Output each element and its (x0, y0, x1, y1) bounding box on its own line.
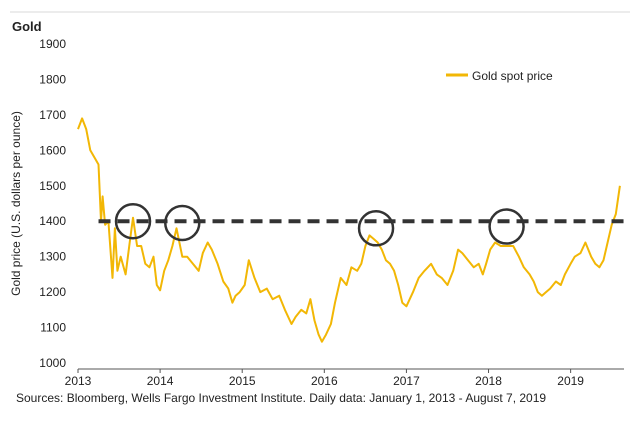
y-tick-label: 1300 (39, 250, 66, 264)
y-tick-label: 1400 (39, 214, 66, 228)
legend-label: Gold spot price (472, 69, 553, 83)
y-tick-label: 1700 (39, 108, 66, 122)
x-tick-label: 2015 (229, 374, 256, 388)
y-tick-label: 1800 (39, 72, 66, 86)
annotation-circle (357, 210, 395, 247)
source-footnote: Sources: Bloomberg, Wells Fargo Investme… (16, 391, 546, 405)
x-tick-label: 2013 (65, 374, 92, 388)
x-tick-label: 2017 (393, 374, 420, 388)
x-tick-labels: 2013 2014 2015 2016 2017 2018 2019 (65, 369, 584, 388)
x-tick-label: 2014 (147, 374, 174, 388)
y-tick-label: 1000 (39, 356, 66, 370)
y-tick-label: 1900 (39, 37, 66, 51)
annotation-circles (114, 202, 525, 247)
x-tick-label: 2019 (557, 374, 584, 388)
y-tick-label: 1500 (39, 179, 66, 193)
annotation-circle (488, 208, 525, 245)
x-tick-label: 2016 (311, 374, 338, 388)
y-tick-label: 1200 (39, 285, 66, 299)
y-axis-label-group: Gold price (U.S. dollars per ounce) (9, 111, 23, 296)
annotation-circle (114, 202, 152, 240)
y-axis-label: Gold price (U.S. dollars per ounce) (9, 111, 23, 296)
annotation-circle (164, 204, 201, 242)
y-tick-labels: 1000 1100 1200 1300 1400 1500 1600 1700 1800 1900 (39, 37, 66, 370)
y-tick-label: 1600 (39, 143, 66, 157)
x-tick-label: 2018 (475, 374, 502, 388)
series-layer (77, 117, 621, 343)
y-tick-label: 1100 (40, 321, 66, 335)
legend: Gold spot price (446, 69, 553, 83)
chart-title: Gold (12, 19, 42, 34)
series-line-gold-spot-price (77, 117, 621, 343)
